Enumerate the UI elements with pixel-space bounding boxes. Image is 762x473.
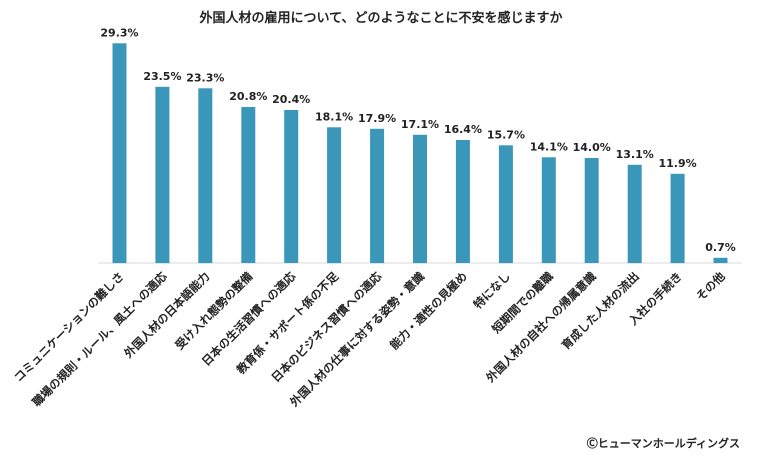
bar-9: [455, 140, 470, 263]
bar-5: [284, 110, 299, 263]
bar-2: [155, 86, 170, 264]
bars-group: [112, 43, 728, 264]
bar-6: [327, 127, 342, 264]
data-label-15: 0.7%: [705, 241, 736, 254]
category-labels-group: コミュニケーションの難しさ職場の規則・ルール、風土への適応外国人材の日本語能力受…: [11, 269, 728, 410]
copyright-notice: Ⓒヒューマンホールディングス: [587, 436, 740, 450]
data-label-7: 17.9%: [358, 112, 396, 125]
data-label-2: 23.5%: [143, 70, 181, 83]
data-label-6: 18.1%: [315, 110, 353, 123]
data-label-3: 23.3%: [186, 71, 224, 84]
bar-8: [413, 134, 427, 264]
bar-15: [713, 257, 728, 264]
bar-3: [198, 88, 213, 264]
bar-10: [498, 145, 513, 264]
bar-13: [627, 164, 642, 264]
data-label-5: 20.4%: [272, 93, 310, 106]
bar-7: [370, 128, 385, 264]
category-label-15: その他: [693, 269, 728, 304]
bar-11: [541, 157, 556, 264]
chart-title: 外国人材の雇用について、どのようなことに不安を感じますか: [199, 10, 563, 26]
category-label-10: 特になし: [471, 269, 513, 311]
bar-1: [112, 43, 127, 264]
category-label-9: 能力・適性の見極め: [387, 269, 470, 352]
data-label-10: 15.7%: [487, 128, 525, 141]
data-label-14: 11.9%: [659, 157, 697, 170]
category-label-13: 育成した人材の流出: [559, 269, 642, 352]
data-label-9: 16.4%: [444, 123, 482, 136]
data-label-13: 13.1%: [616, 148, 654, 161]
data-label-1: 29.3%: [100, 26, 138, 39]
data-labels-group: 29.3% 23.5% 23.3% 20.8% 20.4% 18.1% 17.9% 17.1%…: [100, 26, 735, 254]
data-label-12: 14.0%: [573, 141, 611, 154]
bar-12: [584, 158, 599, 263]
category-label-4: 受け入れ態勢の整備: [172, 269, 255, 352]
data-label-8: 17.1%: [401, 118, 439, 131]
bar-4: [241, 107, 256, 263]
data-label-4: 20.8%: [229, 90, 267, 103]
data-label-11: 14.1%: [530, 140, 568, 153]
bar-14: [670, 173, 685, 264]
